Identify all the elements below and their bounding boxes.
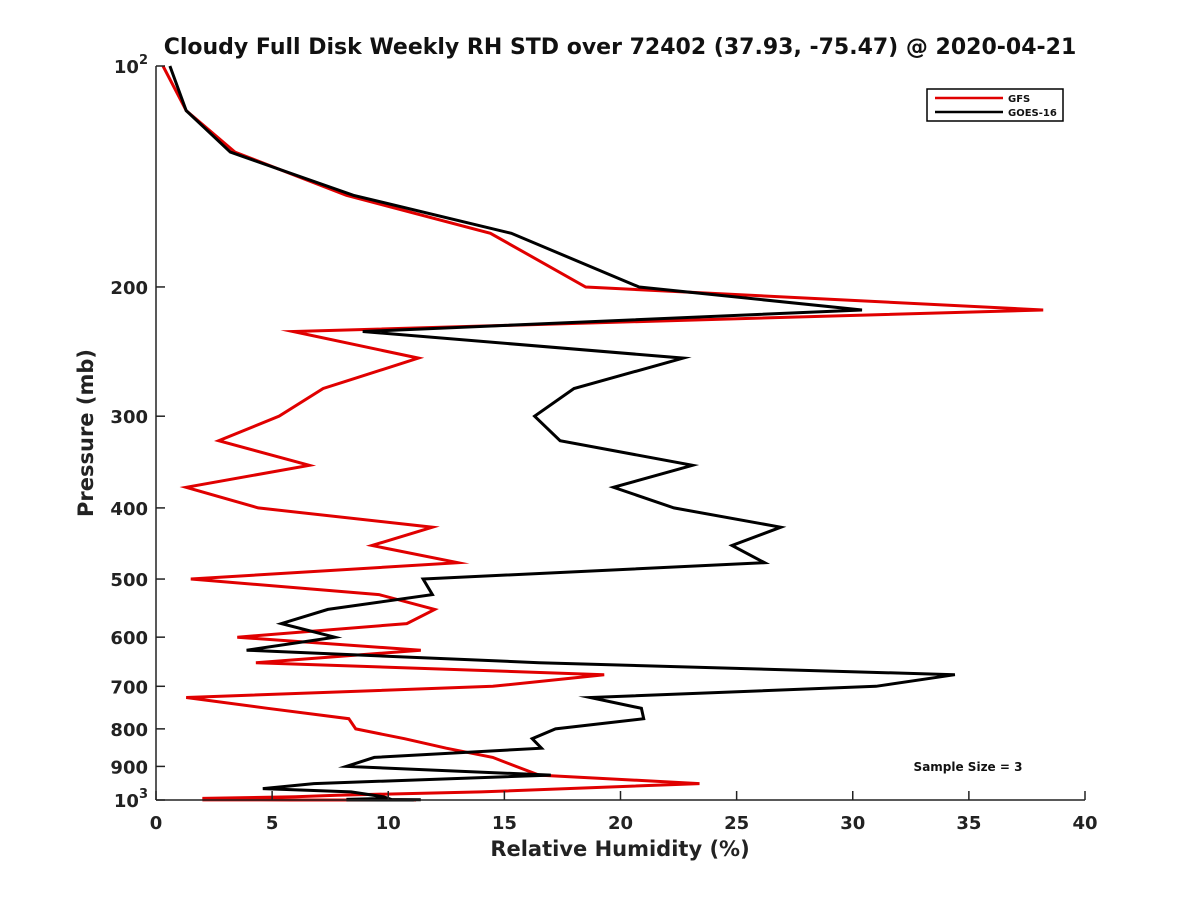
y-tick-label: 900 [110, 757, 148, 778]
x-tick-label: 15 [492, 813, 517, 834]
y-tick-label: 600 [110, 628, 148, 649]
legend-box [926, 88, 1064, 122]
x-tick-label: 35 [956, 813, 981, 834]
x-tick-label: 10 [376, 813, 401, 834]
x-tick-label: 30 [840, 813, 865, 834]
x-tick-label: 5 [266, 813, 279, 834]
y-tick-label: 200 [110, 278, 148, 299]
x-tick-label: 0 [150, 813, 163, 834]
axes-layer: 0 5 10 15 20 25 30 35 40102200300400500600700800… [110, 53, 1097, 834]
x-tick-label: 25 [724, 813, 749, 834]
y-tick-label: 700 [110, 677, 148, 698]
sample-size-annotation: Sample Size = 3 [914, 760, 1023, 774]
series-line-goes16 [168, 65, 956, 802]
y-tick-label: 300 [110, 407, 148, 428]
x-axis-label: Relative Humidity (%) [490, 837, 749, 861]
y-axis-label: Pressure (mb) [74, 349, 98, 517]
series-line-gfs [161, 65, 1044, 802]
y-tick-label: 400 [110, 499, 148, 520]
x-tick-label: 40 [1072, 813, 1097, 834]
y-tick-label: 500 [110, 570, 148, 591]
legend: GFS GOES-16 [926, 88, 1064, 122]
legend-label-gfs: GFS [1008, 94, 1030, 105]
series-layer [161, 65, 1044, 802]
x-tick-label: 20 [608, 813, 633, 834]
y-tick-label: 800 [110, 720, 148, 741]
legend-label-goes16: GOES-16 [1008, 108, 1057, 119]
chart-title: Cloudy Full Disk Weekly RH STD over 7240… [164, 35, 1077, 60]
